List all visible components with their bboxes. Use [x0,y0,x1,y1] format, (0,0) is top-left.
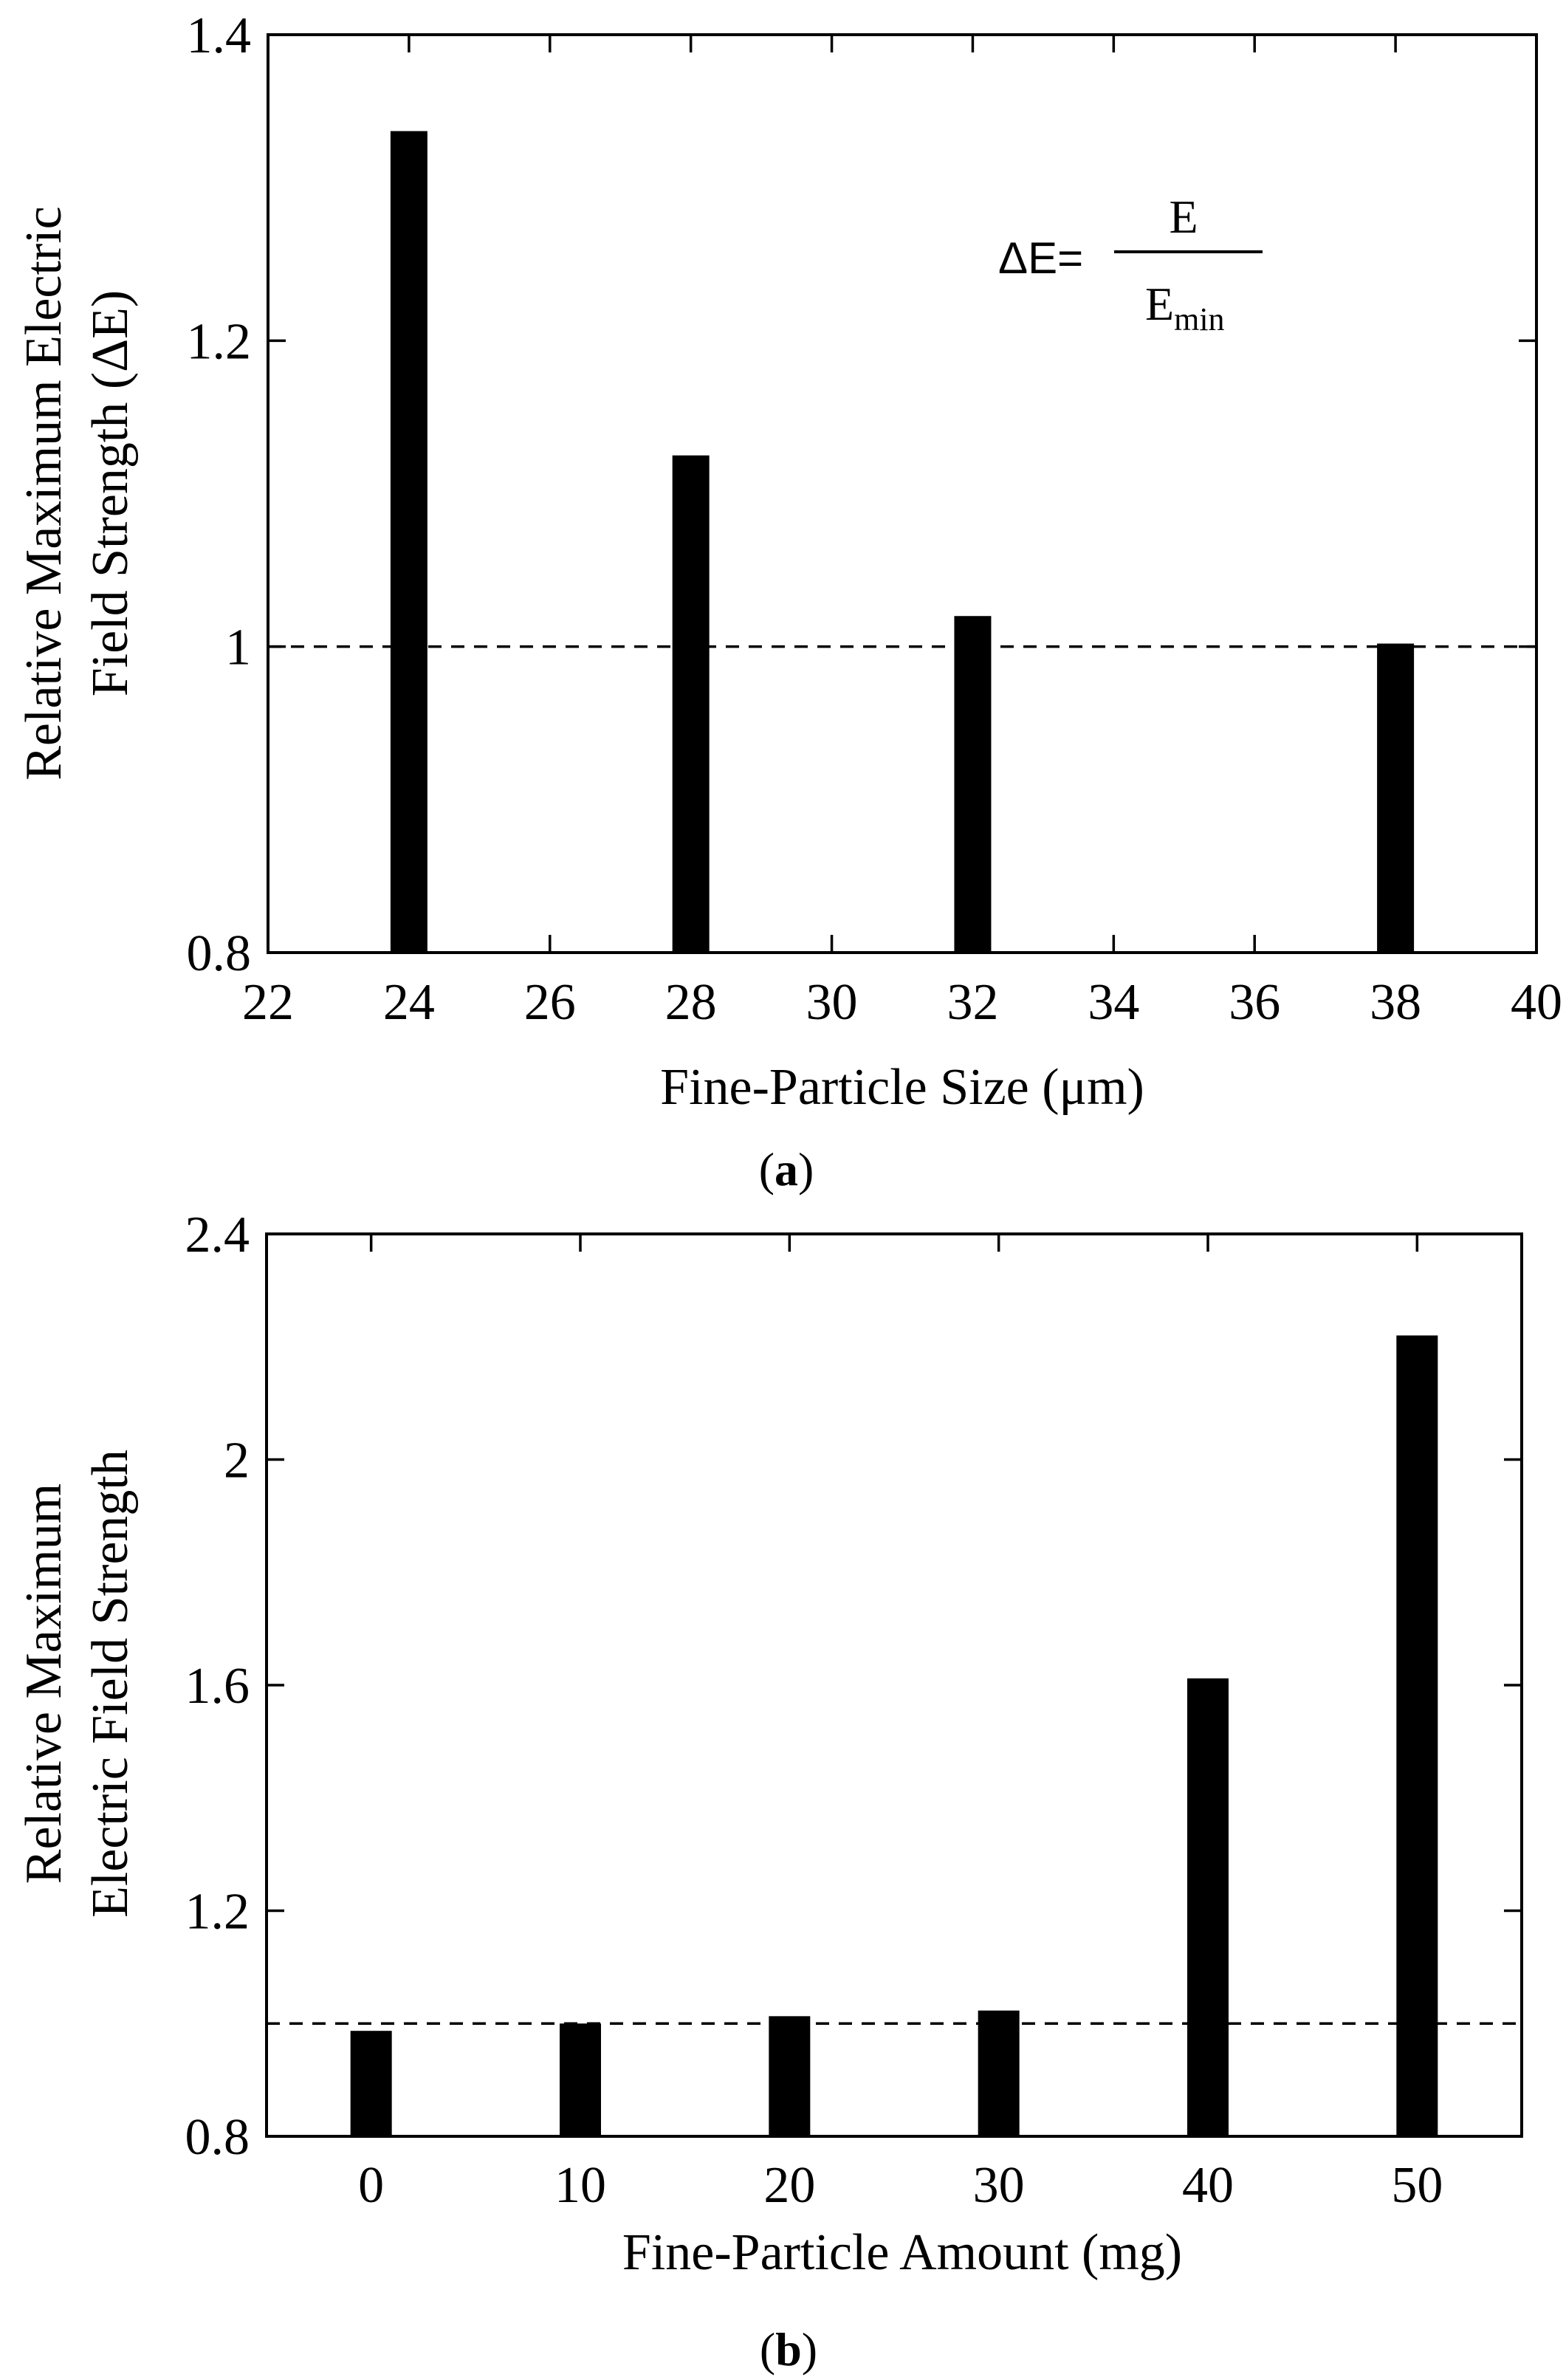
formula-annotation: ΔE= E Emin [998,191,1263,337]
formula-numerator: E [1169,191,1198,243]
formula-denominator: Emin [1145,278,1225,337]
bar-a-38 [1377,643,1415,953]
y-axis-label-b-line1: Relative Maximum [16,1484,72,1884]
plot-area-frame-b [265,1232,1523,2138]
bars-b [350,1335,1438,2136]
chart-b: 0 10 20 30 40 50 0.8 1.2 1.6 2 2.4 Fine-Particle … [16,1207,1523,2376]
y-tick-label-b-2.4: 2.4 [185,1207,250,1263]
x-tick-label-a-30: 30 [806,974,858,1031]
x-axis-label-b: Fine-Particle Amount (mg) [622,2224,1182,2281]
x-tick-label-b-30: 30 [973,2157,1025,2214]
y-tick-label-a-1: 1 [225,620,251,676]
formula-lhs: ΔE= [998,233,1083,283]
plot-area-frame-a [267,33,1538,954]
y-tick-labels-b: 0.8 1.2 1.6 2 2.4 [185,1207,250,2166]
x-tick-label-a-26: 26 [524,974,576,1031]
y-axis-label-b-line2: Electric Field Strength [82,1450,139,1918]
bar-b-50 [1396,1335,1438,2136]
caption-b-letter: b [775,2323,802,2376]
y-axis-label-a-line1: Relative Maximum Electric [16,206,72,781]
x-tick-label-b-10: 10 [554,2157,606,2214]
bar-a-28 [672,455,710,953]
x-tick-label-a-22: 22 [242,974,294,1031]
ticks-a [267,33,1538,954]
y-tick-label-b-0.8: 0.8 [185,2109,250,2166]
bar-a-32 [954,616,992,953]
y-axis-label-a-line2: Field Strength (ΔE) [82,290,139,697]
caption-b-close: ) [802,2323,817,2376]
x-tick-labels-b: 0 10 20 30 40 50 [358,2157,1443,2214]
bar-a-24 [390,131,427,953]
x-tick-label-a-38: 38 [1370,974,1421,1031]
x-axis-label-a: Fine-Particle Size (μm) [660,1059,1144,1116]
x-tick-labels-a: 22 24 26 28 30 32 34 36 38 40 [242,974,1562,1031]
panel-caption-b: (b) [760,2323,817,2376]
x-tick-label-b-20: 20 [763,2157,815,2214]
x-tick-label-b-40: 40 [1182,2157,1234,2214]
x-tick-label-a-34: 34 [1088,974,1139,1031]
formula-denominator-base: E [1145,278,1174,330]
y-tick-label-a-0.8: 0.8 [187,925,252,982]
y-tick-label-b-1.6: 1.6 [185,1658,250,1715]
x-tick-label-a-28: 28 [665,974,717,1031]
x-tick-label-b-0: 0 [358,2157,384,2214]
panel-caption-a: (a) [759,1143,814,1196]
bar-b-20 [769,2016,811,2136]
bar-b-40 [1187,1678,1229,2136]
caption-a-letter: a [775,1143,798,1196]
x-tick-label-a-40: 40 [1511,974,1562,1031]
bars-a [390,131,1415,953]
y-tick-label-b-2: 2 [224,1433,250,1489]
caption-a-close: ) [798,1143,814,1196]
x-tick-label-a-36: 36 [1229,974,1280,1031]
x-tick-label-b-50: 50 [1391,2157,1443,2214]
y-tick-label-b-1.2: 1.2 [185,1884,250,1941]
caption-a-open: ( [759,1143,775,1196]
formula-denominator-subscript: min [1174,301,1224,337]
bar-b-10 [560,2023,601,2136]
x-tick-label-a-24: 24 [383,974,435,1031]
chart-a: 22 24 26 28 30 32 34 36 38 40 0.8 1 1.2 1.4 Fine-Par… [16,7,1562,1196]
bar-b-30 [978,2010,1020,2136]
ticks-b [267,1232,1522,2138]
y-tick-labels-a: 0.8 1 1.2 1.4 [187,7,252,982]
caption-b-open: ( [760,2323,775,2376]
y-tick-label-a-1.2: 1.2 [187,313,252,370]
y-tick-label-a-1.4: 1.4 [187,7,252,64]
x-tick-label-a-32: 32 [947,974,998,1031]
